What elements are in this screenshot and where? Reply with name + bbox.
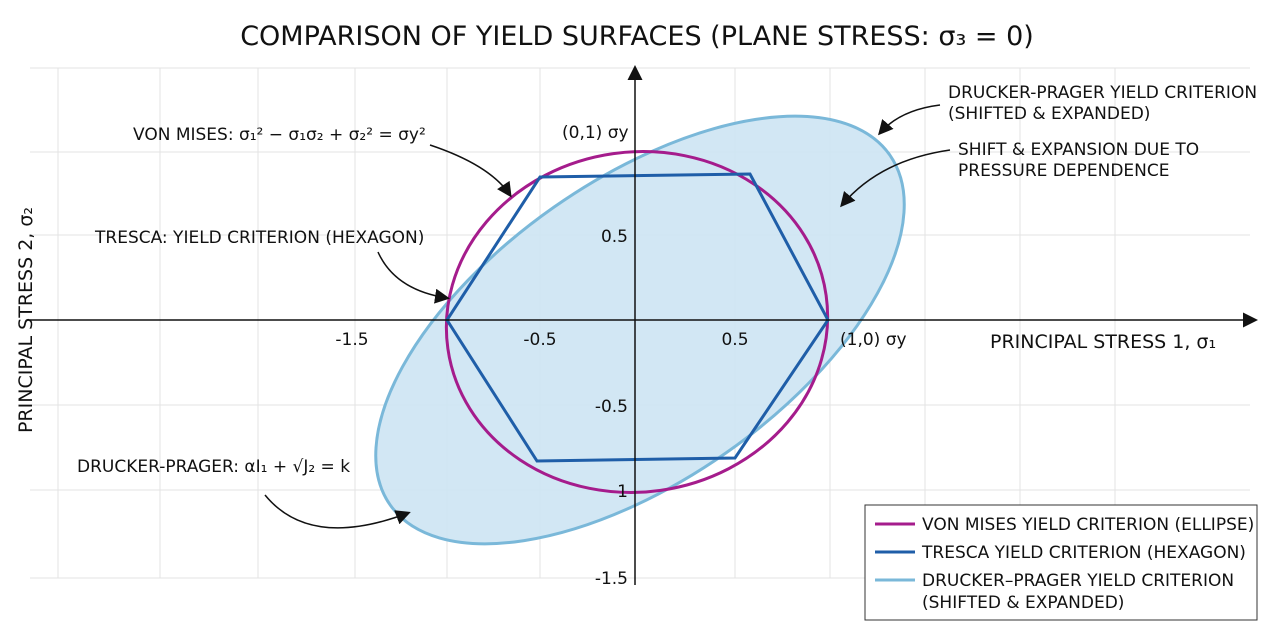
legend-entry: TRESCA YIELD CRITERION (HEXAGON) (921, 543, 1246, 563)
annotation: (SHIFTED & EXPANDED) (948, 104, 1150, 124)
legend-entry: DRUCKER–PRAGER YIELD CRITERION (922, 571, 1234, 591)
point-label: (1,0) σy (840, 330, 907, 350)
annotation: TRESCA: YIELD CRITERION (HEXAGON) (94, 228, 424, 248)
annotation: PRESSURE DEPENDENCE (958, 161, 1170, 181)
legend-entry: VON MISES YIELD CRITERION (ELLIPSE) (922, 515, 1254, 535)
drucker-prager-ellipse (374, 114, 906, 546)
x-axis-label: PRINCIPAL STRESS 1, σ₁ (990, 331, 1216, 353)
y-tick-label: 0.5 (601, 227, 628, 247)
point-label: (0,1) σy (562, 123, 629, 143)
arrow (377, 251, 450, 304)
annotation: SHIFT & EXPANSION DUE TO (958, 140, 1199, 160)
arrow (840, 149, 951, 208)
annotation: VON MISES: σ₁² − σ₁σ₂ + σ₂² = σy² (133, 125, 426, 145)
arrow (264, 494, 411, 529)
x-tick-label: 0.5 (721, 330, 748, 350)
annotation: DRUCKER-PRAGER YIELD CRITERION (948, 83, 1257, 103)
legend-entry: (SHIFTED & EXPANDED) (922, 593, 1124, 613)
y-tick-label: 1 (617, 482, 628, 502)
x-tick-label: -0.5 (523, 330, 556, 350)
y-tick-label: -0.5 (595, 397, 628, 417)
arrow (429, 144, 512, 198)
x-tick-label: -1.5 (335, 330, 368, 350)
y-tick-label: -1.5 (595, 569, 628, 589)
y-axis-label: PRINCIPAL STRESS 2, σ₂ (15, 207, 37, 433)
annotation: DRUCKER-PRAGER: αI₁ + √J₂ = k (77, 457, 350, 477)
arrow (878, 104, 941, 136)
von-mises-ellipse (444, 150, 830, 494)
legend (864, 504, 1258, 621)
title: COMPARISON OF YIELD SURFACES (PLANE STRE… (240, 21, 1034, 52)
